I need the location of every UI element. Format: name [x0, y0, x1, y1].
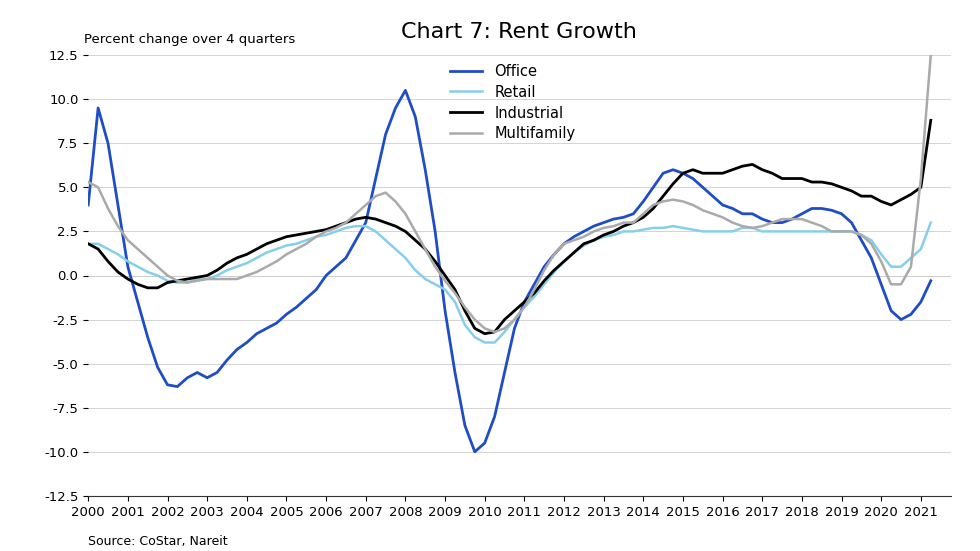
Industrial — [925, 117, 937, 123]
Line: Industrial: Industrial — [88, 120, 931, 334]
Retail — [925, 219, 937, 226]
Retail — [806, 228, 817, 235]
Legend: Office, Retail, Industrial, Multifamily: Office, Retail, Industrial, Multifamily — [451, 64, 575, 142]
Multifamily — [806, 219, 817, 226]
Industrial — [479, 331, 491, 337]
Office — [172, 383, 183, 390]
Text: Percent change over 4 quarters: Percent change over 4 quarters — [84, 33, 295, 46]
Retail — [122, 258, 133, 264]
Retail — [737, 225, 749, 231]
Multifamily — [102, 205, 114, 212]
Office — [509, 325, 520, 332]
Title: Chart 7: Rent Growth: Chart 7: Rent Growth — [402, 23, 637, 42]
Industrial — [499, 316, 511, 323]
Office — [816, 205, 828, 212]
Office — [122, 263, 133, 270]
Multifamily — [82, 179, 94, 185]
Multifamily — [122, 237, 133, 244]
Line: Multifamily: Multifamily — [88, 55, 931, 332]
Retail — [82, 240, 94, 247]
Multifamily — [499, 325, 511, 332]
Office — [747, 210, 759, 217]
Office — [102, 140, 114, 147]
Industrial — [806, 179, 817, 185]
Retail — [499, 328, 511, 335]
Multifamily — [737, 223, 749, 229]
Office — [82, 202, 94, 208]
Industrial — [737, 163, 749, 170]
Industrial — [122, 276, 133, 282]
Multifamily — [489, 328, 501, 335]
Retail — [172, 279, 183, 286]
Line: Office: Office — [88, 90, 931, 452]
Office — [468, 449, 480, 455]
Retail — [479, 339, 491, 346]
Line: Retail: Retail — [88, 223, 931, 343]
Retail — [102, 246, 114, 252]
Text: Source: CoStar, Nareit: Source: CoStar, Nareit — [88, 536, 227, 548]
Multifamily — [172, 278, 183, 284]
Office — [925, 278, 937, 284]
Multifamily — [925, 52, 937, 58]
Industrial — [102, 258, 114, 264]
Industrial — [172, 278, 183, 284]
Industrial — [82, 240, 94, 247]
Office — [400, 87, 412, 94]
